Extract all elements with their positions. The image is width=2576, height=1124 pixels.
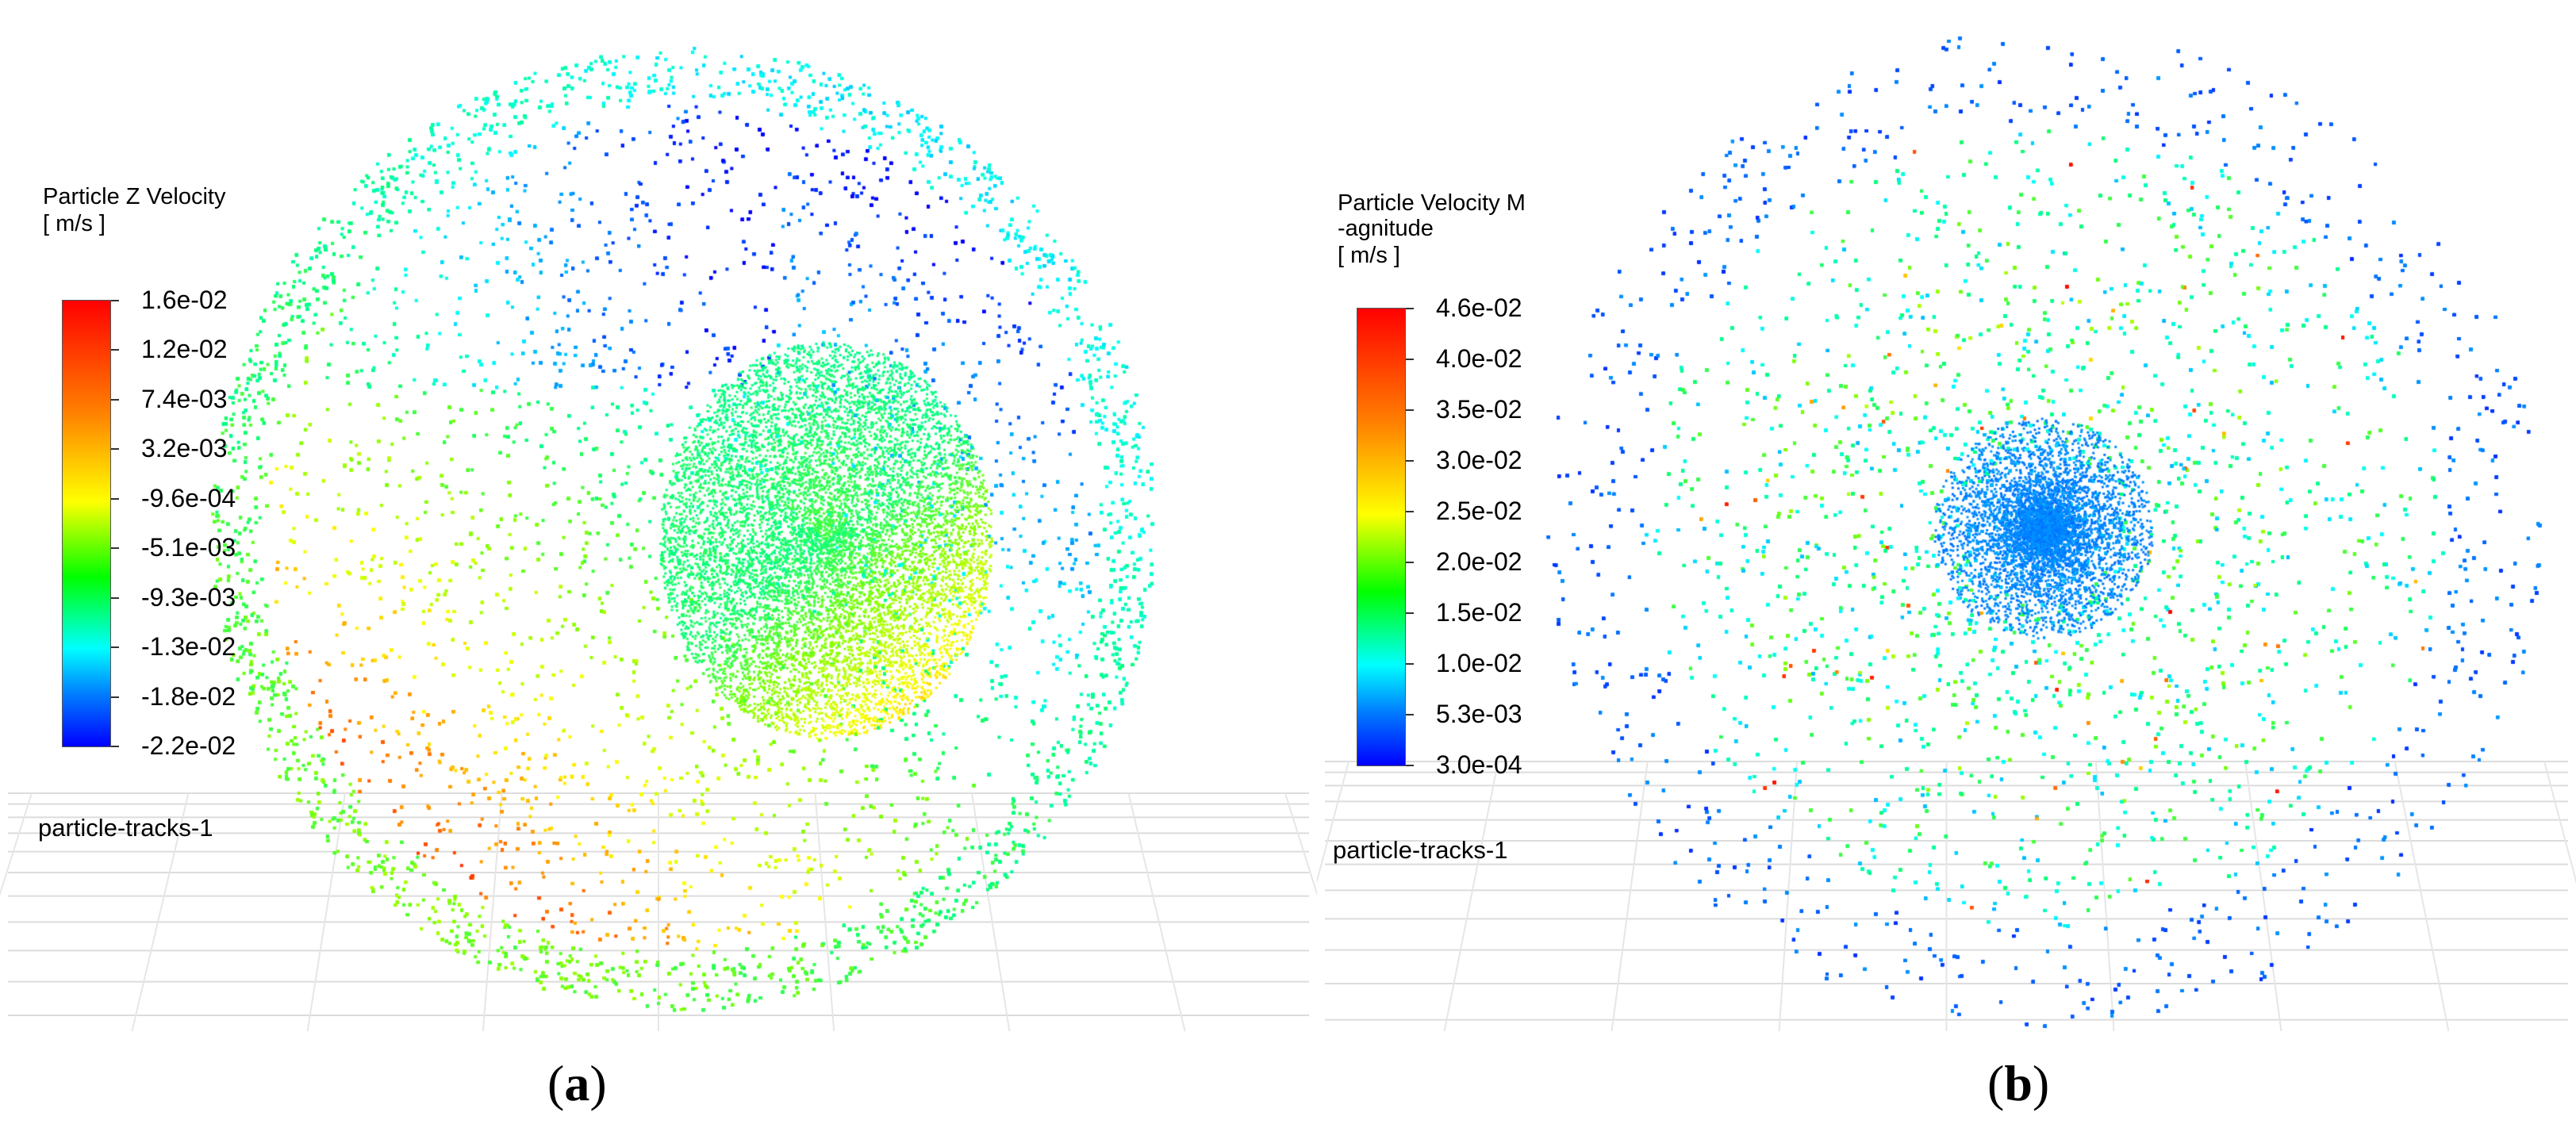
colorbar-tick-mark — [111, 497, 119, 500]
colorbar-tick-label: 5.3e-03 — [1436, 700, 1522, 728]
track-label-b: particle-tracks-1 — [1333, 836, 1508, 864]
colorbar-tick-label: 4.0e-02 — [1436, 344, 1522, 373]
legend-title-a: Particle Z Velocity — [43, 184, 226, 209]
colorbar-tick-mark — [111, 448, 119, 451]
colorbar-tick-mark — [1406, 765, 1414, 766]
particle-cloud-a — [0, 0, 1317, 1047]
colorbar-tick-label: 2.0e-02 — [1436, 547, 1522, 576]
colorbar-tick-mark — [111, 547, 119, 550]
colorbar-tick-label: 3.5e-02 — [1436, 395, 1522, 424]
colorbar-tick-label: 3.2e-03 — [141, 434, 228, 463]
colorbar-tick-label: 7.4e-03 — [141, 384, 228, 413]
colorbar-tick-mark — [111, 746, 119, 747]
colorbar-tick-mark — [111, 597, 119, 599]
colorbar-tick-mark — [1406, 511, 1414, 512]
particle-cloud-b — [1317, 0, 2576, 1047]
caption-b: (b) — [1987, 1055, 2050, 1111]
colorbar-tick-mark — [1406, 460, 1414, 462]
colorbar-tick-label: 4.6e-02 — [1436, 293, 1522, 322]
panel-a-z-velocity: Particle Z Velocity [ m/s ] 1.6e-02 1.2e-… — [0, 0, 1317, 1047]
panel-b-velocity-magnitude: Particle Velocity M -agnitude [ m/s ] 4.… — [1317, 0, 2576, 1047]
colorbar-tick-label: 3.0e-04 — [1436, 750, 1522, 779]
colorbar-tick-label: -5.1e-03 — [141, 533, 236, 562]
colorbar-a — [62, 300, 111, 747]
legend-unit-b: [ m/s ] — [1338, 243, 1400, 268]
colorbar-tick-mark — [1406, 714, 1414, 715]
colorbar-tick-mark — [111, 398, 119, 401]
colorbar-tick-mark — [1406, 409, 1414, 411]
legend-title-b: Particle Velocity M -agnitude — [1338, 190, 1526, 241]
colorbar-tick-mark — [1406, 562, 1414, 563]
colorbar-tick-mark — [1406, 359, 1414, 360]
track-label-a: particle-tracks-1 — [38, 814, 213, 842]
colorbar-tick-label: 1.2e-02 — [141, 335, 228, 364]
colorbar-tick-label: 1.6e-02 — [141, 286, 228, 314]
colorbar-tick-label: 1.5e-02 — [1436, 598, 1522, 627]
colorbar-tick-label: 3.0e-02 — [1436, 446, 1522, 474]
colorbar-tick-mark — [111, 646, 119, 649]
colorbar-tick-label: 1.0e-02 — [1436, 649, 1522, 677]
colorbar-tick-label: 2.5e-02 — [1436, 497, 1522, 525]
colorbar-tick-label: -2.2e-02 — [141, 731, 236, 760]
colorbar-tick-label: -9.3e-03 — [141, 582, 236, 612]
colorbar-tick-label: -9.6e-04 — [141, 483, 236, 512]
colorbar-tick-label: -1.3e-02 — [141, 632, 236, 662]
colorbar-tick-mark — [1406, 308, 1414, 309]
legend-unit-a: [ m/s ] — [43, 211, 106, 236]
colorbar-tick-mark — [1406, 663, 1414, 665]
colorbar-tick-mark — [111, 300, 119, 301]
colorbar-b — [1357, 308, 1406, 766]
colorbar-tick-mark — [1406, 612, 1414, 614]
caption-a: (a) — [547, 1055, 607, 1111]
colorbar-tick-mark — [111, 349, 119, 351]
colorbar-tick-mark — [111, 696, 119, 698]
colorbar-tick-label: -1.8e-02 — [141, 681, 236, 711]
